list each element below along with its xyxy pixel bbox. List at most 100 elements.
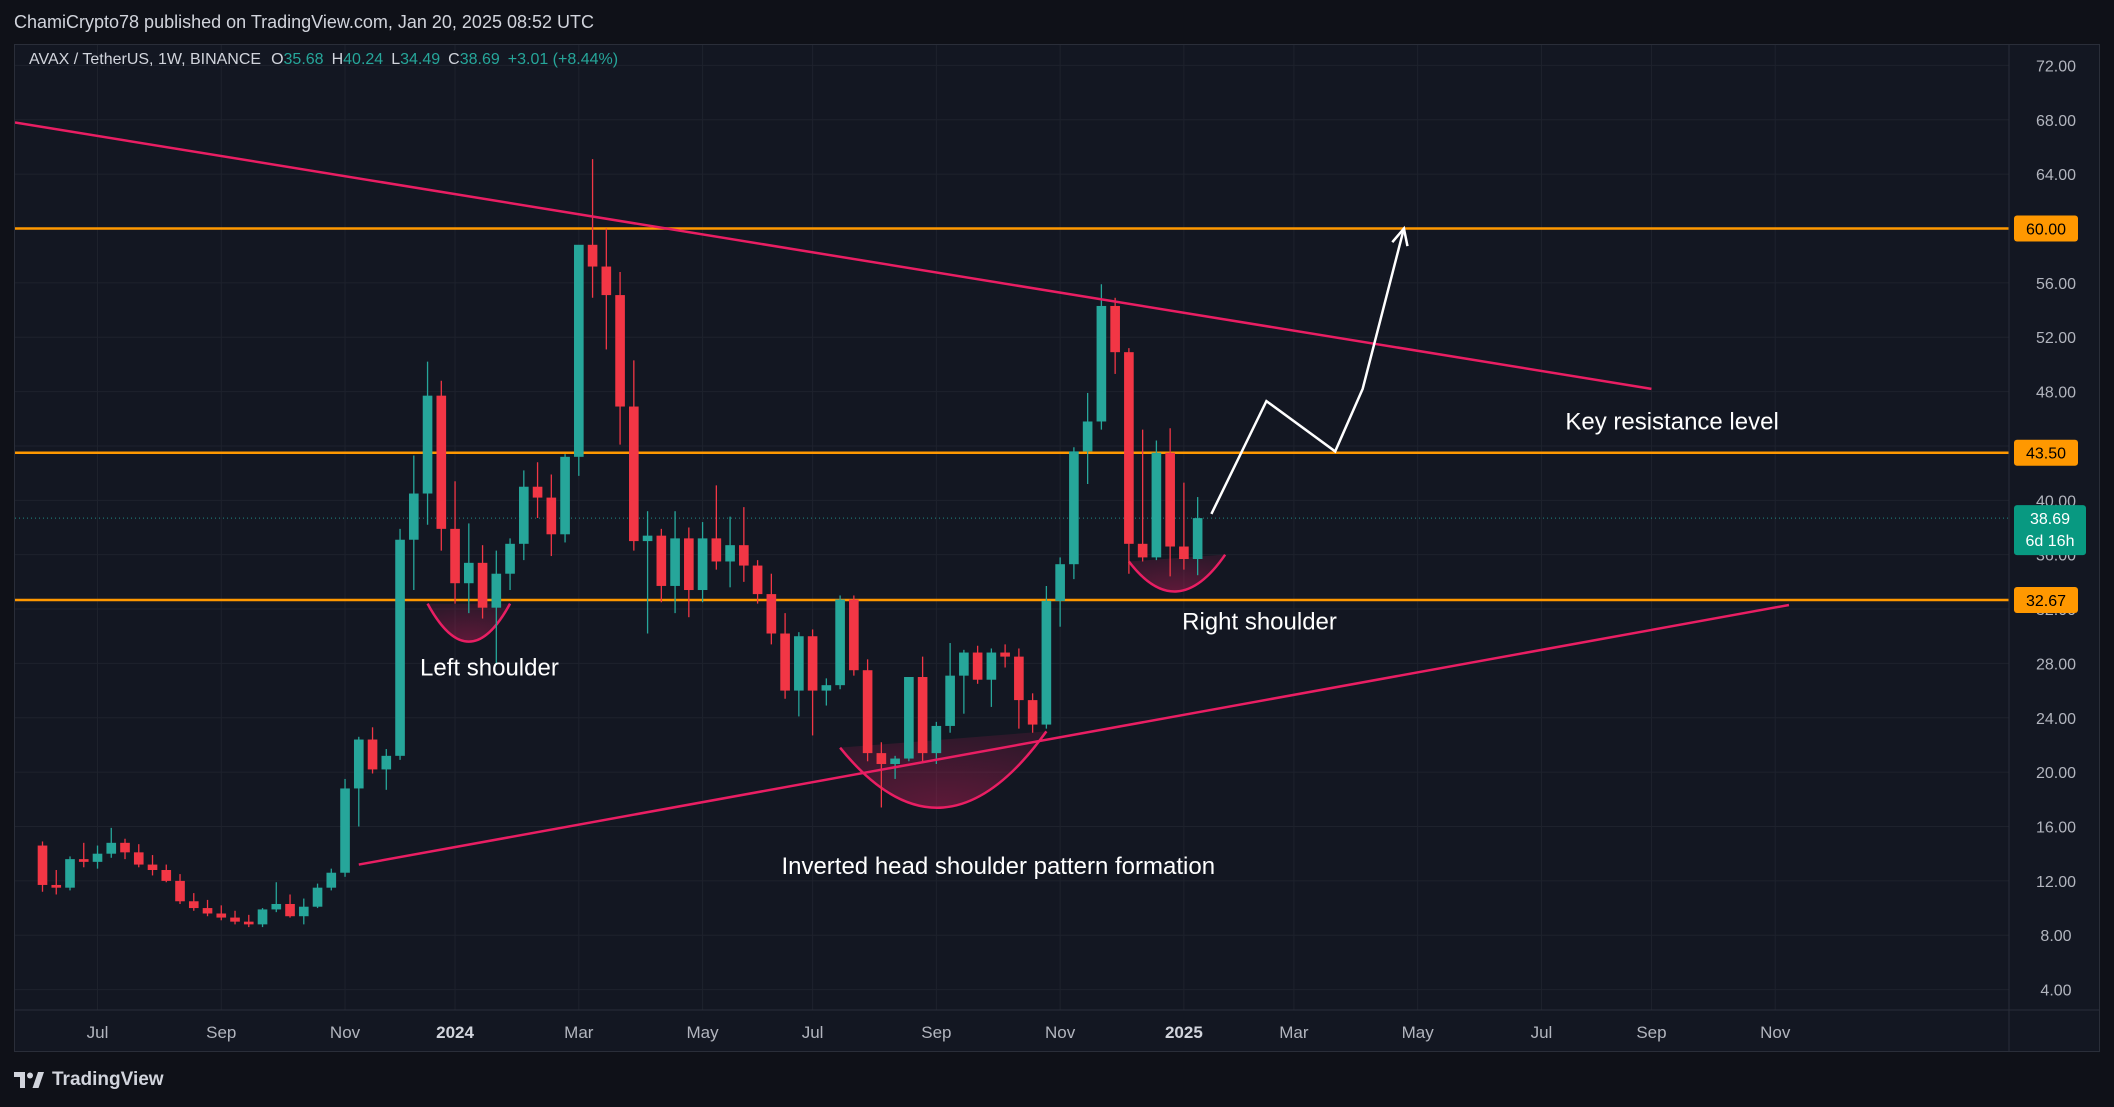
time-tick-label: 2024 xyxy=(436,1023,474,1042)
last-price-text: 38.69 xyxy=(2030,511,2070,528)
footer-brand[interactable]: TradingView xyxy=(52,1069,164,1090)
candle-body xyxy=(1165,452,1175,547)
chart-panel[interactable]: Key resistance level Left shoulder Right s… xyxy=(14,44,2100,1052)
price-axis[interactable]: 4.008.0012.0016.0020.0024.0028.0032.0036… xyxy=(15,45,2099,1051)
price-tick-label: 72.00 xyxy=(2036,58,2076,75)
candle-body xyxy=(37,845,48,885)
legend-low-label: L xyxy=(391,51,400,68)
level-price-badge xyxy=(2014,215,2078,242)
candle-body xyxy=(1041,600,1052,725)
time-tick-label: Mar xyxy=(564,1023,594,1042)
time-tick-label: Jul xyxy=(87,1023,109,1042)
trend-lines xyxy=(15,121,1790,866)
price-tick-label: 52.00 xyxy=(2036,330,2076,347)
ascending-support-line xyxy=(358,603,1790,866)
candle-body xyxy=(92,853,103,862)
candle-body xyxy=(463,562,474,584)
candle-body xyxy=(202,908,213,914)
right-shoulder-arc-fill xyxy=(1128,554,1226,592)
candle-body xyxy=(917,677,928,754)
candle-body xyxy=(821,685,832,691)
candle-body xyxy=(711,538,722,562)
candle-body xyxy=(642,535,653,542)
candle-body xyxy=(381,755,392,770)
legend-open-label: O xyxy=(271,51,283,68)
price-tick-label: 4.00 xyxy=(2040,983,2071,1000)
candle-body xyxy=(794,636,804,691)
candle-body xyxy=(670,538,680,586)
price-tick-label: 48.00 xyxy=(2036,385,2076,402)
candle-body xyxy=(807,636,818,691)
legend-symbol: AVAX / TetherUS, 1W, BINANCE xyxy=(29,51,261,68)
time-tick-label: Nov xyxy=(330,1023,361,1042)
candle-body xyxy=(367,739,378,770)
candle-body xyxy=(766,594,777,634)
legend-low: 34.49 xyxy=(400,51,440,68)
price-tick-label: 8.00 xyxy=(2040,928,2071,945)
last-price-badge xyxy=(2014,505,2086,556)
candle-body xyxy=(340,788,350,873)
time-tick-label: Sep xyxy=(1636,1023,1666,1042)
candle-body xyxy=(959,652,969,676)
candle-body xyxy=(684,538,694,591)
left-shoulder-arc xyxy=(426,603,512,643)
ohlc-legend: AVAX / TetherUS, 1W, BINANCE O35.68 H40.24… xyxy=(29,51,618,68)
candle-body xyxy=(1069,451,1079,565)
price-chart[interactable]: Key resistance level Left shoulder Right s… xyxy=(15,45,2099,1051)
annotation-label: Left shoulder xyxy=(420,655,559,682)
annotation-label: Inverted head shoulder pattern formation xyxy=(781,853,1215,880)
candle-body xyxy=(422,395,433,494)
candle-body xyxy=(560,456,570,535)
candle-body xyxy=(1137,543,1148,558)
level-price-text: 32.67 xyxy=(2026,593,2066,610)
time-tick-label: May xyxy=(1402,1023,1435,1042)
candle-body xyxy=(849,599,859,671)
candle-body xyxy=(353,739,364,789)
candle-body xyxy=(532,486,543,498)
candle-body xyxy=(505,543,515,574)
price-tick-label: 64.00 xyxy=(2036,167,2076,184)
candle-body xyxy=(1179,546,1189,560)
candle-body xyxy=(271,903,282,910)
tradingview-logo-icon[interactable] xyxy=(14,1071,44,1089)
candle-body xyxy=(629,406,639,542)
candle-body xyxy=(1000,652,1010,657)
time-tick-label: Sep xyxy=(921,1023,951,1042)
candle-body xyxy=(656,535,667,586)
level-price-badge xyxy=(2014,439,2078,466)
time-tick-label: Jul xyxy=(1531,1023,1553,1042)
legend-high-label: H xyxy=(332,51,344,68)
price-tick-label: 68.00 xyxy=(2036,113,2076,130)
candle-body xyxy=(697,538,708,591)
candle-body xyxy=(931,725,942,754)
level-price-text: 60.00 xyxy=(2026,221,2066,238)
time-tick-label: May xyxy=(687,1023,720,1042)
projection-arrowhead xyxy=(1391,225,1409,247)
annotations: Key resistance level Left shoulder Right s… xyxy=(420,409,1779,880)
head-arc xyxy=(839,730,1048,809)
candle-body xyxy=(876,753,887,764)
candle-body xyxy=(945,675,955,726)
candle-body xyxy=(436,395,447,529)
price-tick-label: 20.00 xyxy=(2036,765,2076,782)
candle-body xyxy=(904,677,914,759)
projection-line xyxy=(1210,228,1406,515)
candle-body xyxy=(285,903,295,917)
descending-resistance-line xyxy=(15,121,1652,391)
candle-body xyxy=(986,652,997,680)
candle-body xyxy=(78,859,89,862)
legend-change: +3.01 (+8.44%) xyxy=(508,51,618,68)
candle-body xyxy=(65,859,75,888)
candle-body xyxy=(175,880,185,902)
time-axis[interactable]: Jul Sep Nov 2024 Mar May Jul Sep Nov 2025 Mar May Ju… xyxy=(87,1023,1791,1042)
footer: TradingView xyxy=(14,1064,164,1096)
legend-close: 38.69 xyxy=(460,51,500,68)
price-tick-label: 28.00 xyxy=(2036,656,2076,673)
candle-body xyxy=(106,842,117,854)
candle-body xyxy=(491,573,502,608)
candle-body xyxy=(1151,452,1162,558)
time-tick-label: Mar xyxy=(1279,1023,1309,1042)
candle-body xyxy=(1110,305,1120,353)
candle-body xyxy=(120,842,130,853)
candle-body xyxy=(780,633,790,691)
